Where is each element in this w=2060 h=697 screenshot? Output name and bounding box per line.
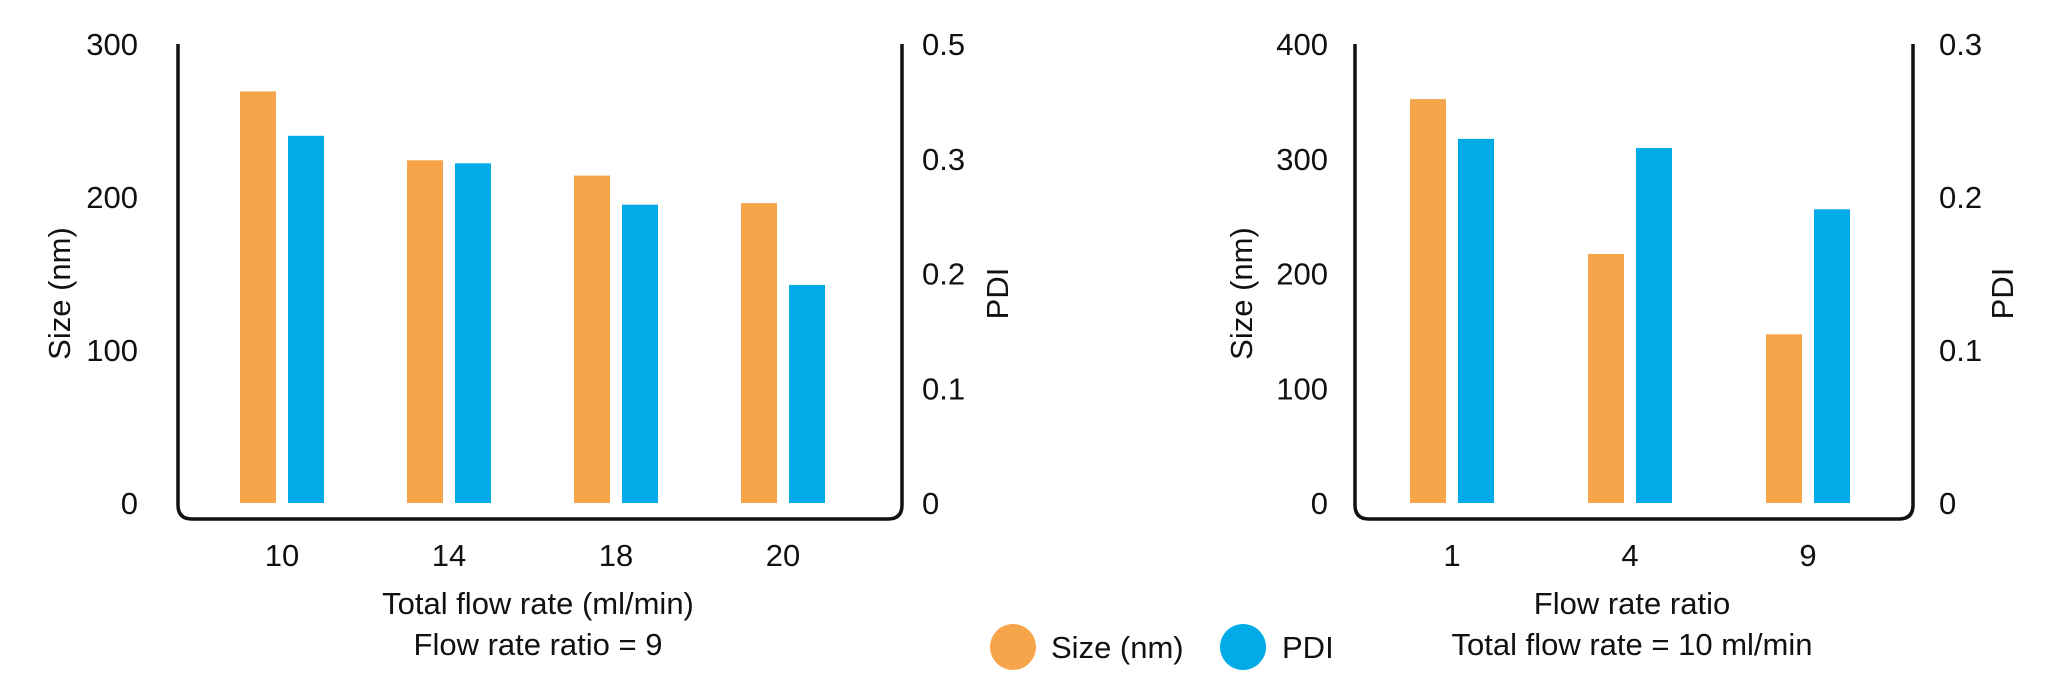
y-tick-label: 100 [1276,371,1328,406]
bar-pdi [455,163,491,503]
y2-tick-label: 0.5 [922,27,965,62]
chart-subtitle: Total flow rate = 10 ml/min [1452,627,1813,662]
x-tick-label: 1 [1443,538,1460,573]
bar-size [1588,253,1624,503]
legend-swatch-pdi [1220,624,1266,670]
x-tick-label: 14 [432,538,466,573]
legend-swatch-size [990,624,1036,670]
axis-frame [1353,44,1915,521]
y-axis-label: Size (nm) [42,227,77,360]
y2-tick-label: 0.2 [1939,180,1982,215]
y-tick-label: 300 [1276,142,1328,177]
bar-pdi [1814,209,1850,504]
x-axis-label: Total flow rate (ml/min) [382,586,694,621]
bar-pdi [789,284,825,503]
x-tick-label: 18 [599,538,633,573]
legend-label-pdi: PDI [1282,630,1334,665]
y-tick-label: 200 [1276,257,1328,292]
legend-label-size: Size (nm) [1051,630,1184,665]
y2-tick-label: 0.1 [1939,333,1982,368]
y-tick-label: 0 [1311,486,1328,521]
y-axis-label: Size (nm) [1224,227,1259,360]
bar-pdi [288,135,324,504]
chart-flow-rate-ratio: 0 100 200 300 400 0 0.1 0.2 0.3 Size (nm) PDI 1 4 9 Fl… [1224,27,2020,662]
y2-tick-label: 0.1 [922,371,965,406]
y-tick-label: 200 [86,180,138,215]
y2-tick-label: 0.3 [1939,27,1982,62]
y-tick-label: 300 [86,27,138,62]
y-tick-label: 400 [1276,27,1328,62]
bar-size [574,175,610,503]
bar-size [741,203,777,503]
x-tick-label: 9 [1799,538,1816,573]
bar-pdi [1458,138,1494,504]
y2-tick-label: 0 [922,486,939,521]
chart-subtitle: Flow rate ratio = 9 [414,627,663,662]
bar-size [240,91,276,504]
bar-pdi [1636,148,1672,504]
bar-size [407,160,443,503]
y2-axis-label: PDI [1985,268,2020,320]
bar-size [1410,99,1446,503]
x-axis-label: Flow rate ratio [1534,586,1730,621]
y-tick-label: 0 [121,486,138,521]
bar-pdi [622,204,658,503]
x-tick-label: 4 [1621,538,1638,573]
chart-total-flow-rate: 0 100 200 300 0 0.1 0.2 0.3 0.5 Size (nm) PDI 10 14 1… [42,27,1015,662]
x-tick-label: 10 [265,538,299,573]
y2-tick-label: 0.3 [922,142,965,177]
x-tick-label: 20 [766,538,800,573]
y2-axis-label: PDI [980,268,1015,320]
axis-frame [176,44,904,521]
bar-size [1766,334,1802,503]
y2-tick-label: 0.2 [922,257,965,292]
legend: Size (nm) PDI [990,624,1334,670]
y2-tick-label: 0 [1939,486,1956,521]
y-tick-label: 100 [86,333,138,368]
